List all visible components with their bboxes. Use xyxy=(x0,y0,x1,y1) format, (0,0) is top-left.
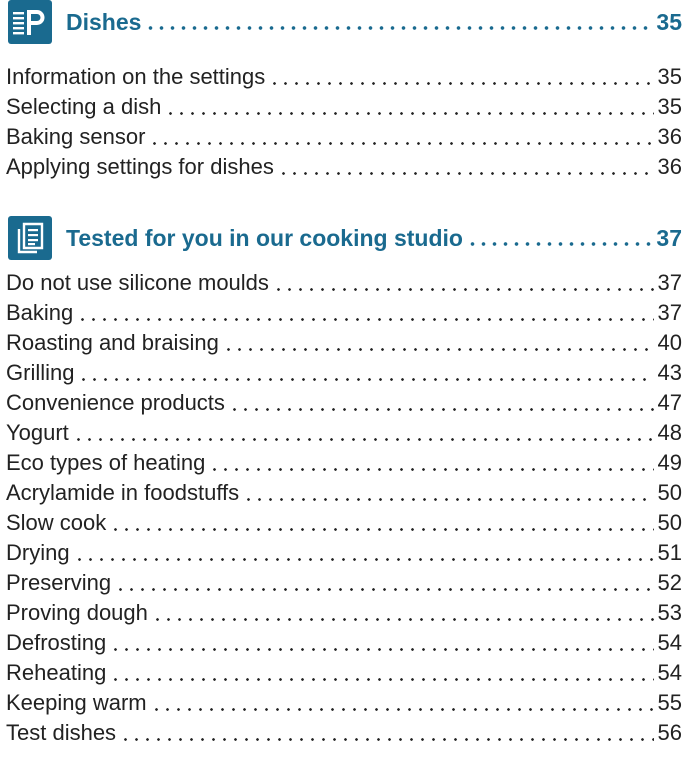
entry-label: Test dishes xyxy=(6,720,117,745)
toc-entry[interactable]: Eco types of heating 49 xyxy=(6,448,682,478)
toc-entry[interactable]: Convenience products 47 xyxy=(6,388,682,418)
entry-page-number: 53 xyxy=(657,600,682,625)
section-entries: Do not use silicone moulds 37 Baking 37 … xyxy=(0,268,688,748)
section-page-number: 35 xyxy=(656,8,682,35)
toc-entry[interactable]: Baking 37 xyxy=(6,298,682,328)
entry-label: Preserving xyxy=(6,570,112,595)
entry-label: Eco types of heating xyxy=(6,450,206,475)
section-header: Tested for you in our cooking studio 37 xyxy=(0,216,688,260)
entry-page-number: 55 xyxy=(657,690,682,715)
section-header: Dishes 35 xyxy=(0,0,688,44)
entry-label: Applying settings for dishes xyxy=(6,154,274,179)
entry-label: Keeping warm xyxy=(6,690,147,715)
dot-leader xyxy=(222,328,654,358)
toc-entry[interactable]: Applying settings for dishes 36 xyxy=(6,152,682,182)
entry-page-number: 50 xyxy=(657,480,682,505)
dot-leader xyxy=(228,388,654,418)
toc-entry[interactable]: Roasting and braising 40 xyxy=(6,328,682,358)
entry-page-number: 37 xyxy=(657,270,682,295)
programs-p-icon xyxy=(8,0,52,44)
entry-label: Reheating xyxy=(6,660,107,685)
dot-leader xyxy=(110,628,654,658)
entry-label: Convenience products xyxy=(6,390,225,415)
entry-page-number: 50 xyxy=(657,510,682,535)
entry-page-number: 40 xyxy=(657,330,682,355)
toc-section-dishes: Dishes 35 Information on the settings 35… xyxy=(0,0,688,182)
entry-page-number: 35 xyxy=(657,94,682,119)
entry-page-number: 43 xyxy=(657,360,682,385)
toc-entry[interactable]: Baking sensor 36 xyxy=(6,122,682,152)
dot-leader xyxy=(466,225,653,252)
dot-leader xyxy=(150,688,654,718)
dot-leader xyxy=(77,298,654,328)
dot-leader xyxy=(209,448,654,478)
entry-label: Yogurt xyxy=(6,420,69,445)
toc-section-tested: Tested for you in our cooking studio 37 … xyxy=(0,216,688,748)
entry-page-number: 52 xyxy=(657,570,682,595)
dot-leader xyxy=(243,478,654,508)
document-icon xyxy=(8,216,52,260)
toc-entry[interactable]: Proving dough 53 xyxy=(6,598,682,628)
dot-leader xyxy=(110,658,654,688)
entry-page-number: 37 xyxy=(657,300,682,325)
entry-page-number: 54 xyxy=(657,660,682,685)
dot-leader xyxy=(115,568,654,598)
toc-entry[interactable]: Selecting a dish 35 xyxy=(6,92,682,122)
toc-entry[interactable]: Keeping warm 55 xyxy=(6,688,682,718)
entry-label: Information on the settings xyxy=(6,64,266,89)
entry-page-number: 56 xyxy=(657,720,682,745)
entry-page-number: 36 xyxy=(657,154,682,179)
toc-entry[interactable]: Do not use silicone moulds 37 xyxy=(6,268,682,298)
dot-leader xyxy=(73,538,654,568)
section-title: Dishes xyxy=(66,8,142,35)
entry-page-number: 51 xyxy=(657,540,682,565)
toc-entry[interactable]: Slow cook 50 xyxy=(6,508,682,538)
entry-page-number: 49 xyxy=(657,450,682,475)
entry-label: Baking sensor xyxy=(6,124,146,149)
section-page-number: 37 xyxy=(656,224,682,251)
entry-label: Proving dough xyxy=(6,600,148,625)
toc-entry[interactable]: Information on the settings 35 xyxy=(6,62,682,92)
entry-page-number: 35 xyxy=(657,64,682,89)
dot-leader xyxy=(272,268,654,298)
entry-label: Selecting a dish xyxy=(6,94,162,119)
entry-label: Acrylamide in foodstuffs xyxy=(6,480,240,505)
entry-page-number: 54 xyxy=(657,630,682,655)
entry-label: Grilling xyxy=(6,360,75,385)
entry-label: Slow cook xyxy=(6,510,107,535)
dot-leader xyxy=(165,92,654,122)
toc-entry[interactable]: Test dishes 56 xyxy=(6,718,682,748)
toc-entry[interactable]: Grilling 43 xyxy=(6,358,682,388)
section-title: Tested for you in our cooking studio xyxy=(66,224,463,251)
dot-leader xyxy=(151,598,654,628)
entry-page-number: 47 xyxy=(657,390,682,415)
dot-leader xyxy=(277,152,654,182)
toc-entry[interactable]: Preserving 52 xyxy=(6,568,682,598)
entry-label: Drying xyxy=(6,540,70,565)
dot-leader xyxy=(269,62,654,92)
entry-label: Roasting and braising xyxy=(6,330,219,355)
toc-entry[interactable]: Yogurt 48 xyxy=(6,418,682,448)
entry-label: Baking xyxy=(6,300,74,325)
dot-leader xyxy=(145,9,653,36)
dot-leader xyxy=(120,718,654,748)
entry-page-number: 36 xyxy=(657,124,682,149)
toc-entry[interactable]: Defrosting 54 xyxy=(6,628,682,658)
entry-page-number: 48 xyxy=(657,420,682,445)
dot-leader xyxy=(72,418,654,448)
entry-label: Defrosting xyxy=(6,630,107,655)
toc-entry[interactable]: Drying 51 xyxy=(6,538,682,568)
section-title-row[interactable]: Dishes 35 xyxy=(66,9,682,36)
section-entries: Information on the settings 35 Selecting… xyxy=(0,62,688,182)
section-title-row[interactable]: Tested for you in our cooking studio 37 xyxy=(66,225,682,252)
toc-entry[interactable]: Acrylamide in foodstuffs 50 xyxy=(6,478,682,508)
entry-label: Do not use silicone moulds xyxy=(6,270,269,295)
dot-leader xyxy=(110,508,654,538)
dot-leader xyxy=(78,358,654,388)
dot-leader xyxy=(149,122,654,152)
toc-entry[interactable]: Reheating 54 xyxy=(6,658,682,688)
